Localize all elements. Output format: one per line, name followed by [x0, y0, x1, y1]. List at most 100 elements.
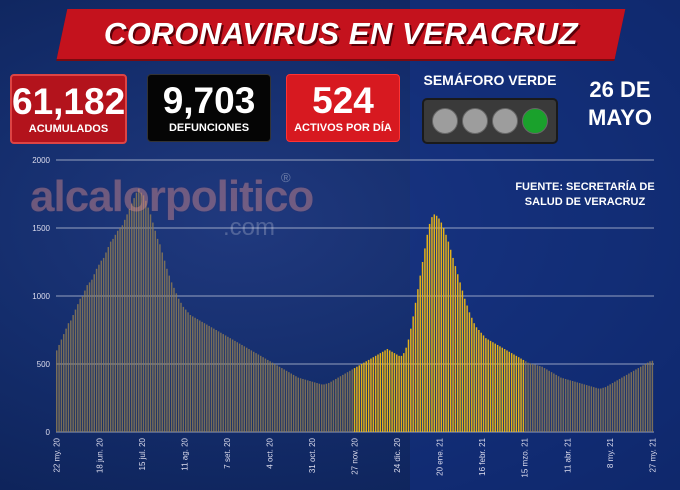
traffic-light-icon [422, 98, 558, 144]
chart-bar [506, 350, 508, 432]
chart-bar [510, 353, 513, 432]
chart-bar [199, 320, 201, 432]
chart-bar [215, 330, 217, 432]
chart-bar [508, 351, 511, 432]
chart-bar [393, 353, 396, 432]
chart-bar [548, 370, 550, 432]
chart-bar [396, 354, 398, 432]
chart-bar [114, 234, 117, 432]
chart-bar [609, 384, 611, 432]
chart-bar [138, 188, 140, 432]
y-tick-label: 2000 [32, 156, 50, 165]
chart-bar [471, 317, 473, 432]
chart-bar [496, 344, 499, 432]
chart-bar [161, 252, 163, 432]
chart-bar [170, 282, 173, 432]
x-tick-label: 7 set. 20 [223, 437, 232, 468]
chart-bar [109, 241, 112, 432]
chart-bar [449, 249, 452, 432]
stat-defunciones: 9,703 DEFUNCIONES [147, 74, 271, 142]
stat-activos-value: 524 [312, 80, 374, 121]
chart-bar [63, 334, 65, 432]
chart-bar [480, 332, 482, 432]
chart-bar [236, 342, 239, 432]
chart-bar [370, 358, 372, 432]
semaforo-title: SEMÁFORO VERDE [423, 72, 557, 88]
chart-bar [543, 368, 546, 432]
chart-bar [417, 289, 419, 432]
chart-bar [330, 381, 332, 432]
chart-bar [302, 378, 304, 432]
chart-bar [445, 234, 447, 432]
chart-bar [386, 349, 389, 432]
chart-bar [213, 328, 215, 432]
chart-bar [269, 361, 271, 432]
chart-bar [623, 376, 625, 432]
chart-bar [264, 358, 267, 432]
chart-bar [454, 266, 457, 432]
chart-bar [337, 377, 339, 432]
chart-bar [86, 285, 88, 432]
chart-bar [196, 319, 199, 432]
chart-bar [156, 238, 159, 432]
chart-bar [128, 208, 131, 432]
chart-bar [649, 361, 651, 432]
chart-bar [588, 385, 590, 432]
chart-bar [585, 385, 588, 432]
chart-bar [595, 387, 597, 432]
x-tick-label: 15 jul. 20 [138, 437, 147, 470]
chart-bar [140, 192, 142, 432]
chart-bar [112, 238, 114, 432]
chart-bar [410, 328, 412, 432]
traffic-light-lamp-4 [522, 108, 548, 134]
chart-bar [536, 365, 539, 432]
chart-bar [442, 228, 445, 432]
chart-bar [419, 275, 421, 432]
chart-bar [184, 309, 187, 432]
chart-bar [541, 366, 543, 432]
chart-bar [464, 298, 466, 432]
chart-bar [398, 355, 400, 432]
chart-bar [564, 378, 567, 432]
chart-bar [271, 362, 274, 432]
chart-bar [177, 298, 180, 432]
chart-bar [124, 219, 126, 432]
chart-bar [475, 327, 478, 432]
chart-bar [384, 350, 386, 432]
x-tick-label: 22 my. 20 [53, 437, 62, 472]
chart-bar [285, 370, 288, 432]
chart-bar [201, 321, 203, 432]
source-note: FUENTE: SECRETARÍA DE SALUD DE VERACRUZ [500, 180, 670, 210]
x-tick-label: 24 dic. 20 [393, 437, 402, 472]
chart-bar [602, 387, 604, 432]
chart-bar [367, 359, 370, 432]
chart-bar [189, 315, 192, 432]
chart-bar [438, 218, 440, 432]
chart-bar [616, 380, 618, 432]
chart-bar [356, 366, 358, 432]
chart-bar [473, 323, 475, 432]
chart-bar [257, 354, 260, 432]
chart-bar [583, 384, 586, 432]
chart-bar [342, 374, 344, 432]
chart-bar [534, 364, 536, 432]
chart-bar [245, 347, 248, 432]
chart-bar [154, 230, 156, 432]
x-tick-label: 16 febr. 21 [478, 437, 487, 475]
stat-activos-label: ACTIVOS POR DÍA [294, 122, 392, 134]
chart-bar [149, 214, 152, 432]
chart-bar [520, 358, 522, 432]
chart-bar [381, 351, 384, 432]
chart-bar [440, 222, 443, 432]
source-line-2: SALUD DE VERACRUZ [524, 196, 646, 208]
chart-bar [311, 381, 314, 432]
chart-bar [168, 275, 171, 432]
watermark-domain: .com [223, 214, 276, 241]
chart-bar [241, 344, 243, 432]
chart-bar [238, 343, 241, 432]
chart-bar [503, 349, 506, 432]
chart-bar [581, 383, 583, 432]
chart-bar [482, 335, 485, 432]
chart-bar [593, 387, 595, 432]
